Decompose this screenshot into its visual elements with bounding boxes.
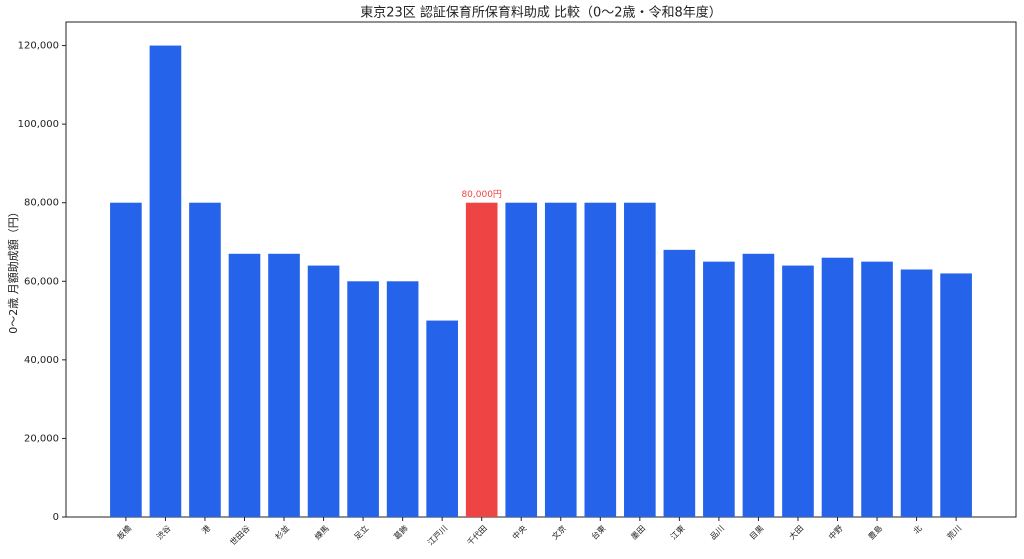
bar xyxy=(110,202,142,517)
x-tick-label: 杉並 xyxy=(273,523,291,541)
x-tick-label: 荒川 xyxy=(945,523,963,541)
x-tick-label: 目黒 xyxy=(748,524,766,542)
bar xyxy=(386,281,419,517)
x-tick-label: 板橋 xyxy=(115,523,133,541)
x-tick-label: 足立 xyxy=(352,523,370,541)
x-tick-label: 江戸川 xyxy=(426,524,449,547)
bar xyxy=(940,273,972,517)
y-tick-label: 20,000 xyxy=(24,433,59,444)
x-tick-label: 北 xyxy=(912,524,924,536)
x-tick-label: 豊島 xyxy=(866,523,884,541)
x-tick-label: 文京 xyxy=(550,523,568,541)
bar xyxy=(189,202,221,517)
x-tick-label: 墨田 xyxy=(629,524,647,542)
y-tick-label: 60,000 xyxy=(24,276,59,287)
x-tick-label: 中央 xyxy=(510,523,528,541)
chart-title: 東京23区 認証保育所保育料助成 比較（0～2歳・令和8年度） xyxy=(360,5,722,21)
x-tick-label: 千代田 xyxy=(465,523,489,547)
y-tick-label: 100,000 xyxy=(18,119,59,130)
bar xyxy=(544,202,577,517)
x-tick-label: 大田 xyxy=(787,523,805,541)
y-axis-label: 0～2歳 月額助成額（円） xyxy=(6,206,20,334)
bar xyxy=(742,253,775,518)
x-tick-label: 港 xyxy=(199,523,212,536)
bar xyxy=(505,202,538,517)
x-tick-label: 江東 xyxy=(668,523,686,541)
bar xyxy=(149,45,182,517)
y-tick-label: 80,000 xyxy=(24,198,59,209)
value-label: 80,000円 xyxy=(461,189,502,200)
x-tick-label: 葛飾 xyxy=(391,523,409,541)
x-tick-label: 中野 xyxy=(826,523,844,541)
bar xyxy=(347,281,379,517)
bar xyxy=(426,320,458,517)
bar xyxy=(663,249,696,517)
bar xyxy=(465,202,498,517)
bar xyxy=(268,253,300,518)
x-tick-label: 世田谷 xyxy=(228,523,252,547)
bar xyxy=(624,202,656,517)
bar xyxy=(821,257,854,517)
y-tick-label: 120,000 xyxy=(18,41,59,52)
bar xyxy=(703,261,735,517)
plot-frame xyxy=(65,21,1017,518)
x-tick-label: 練馬 xyxy=(312,523,330,541)
bar xyxy=(307,265,340,517)
x-tick-label: 品川 xyxy=(708,524,726,542)
bar xyxy=(228,253,261,518)
bar xyxy=(782,265,814,517)
bar xyxy=(584,202,617,517)
bar xyxy=(900,269,933,517)
bar xyxy=(861,261,893,517)
x-tick-label: 台東 xyxy=(589,523,607,541)
x-tick-label: 渋谷 xyxy=(154,523,172,541)
y-tick-label: 40,000 xyxy=(24,355,59,366)
y-tick-label: 0 xyxy=(53,512,59,523)
